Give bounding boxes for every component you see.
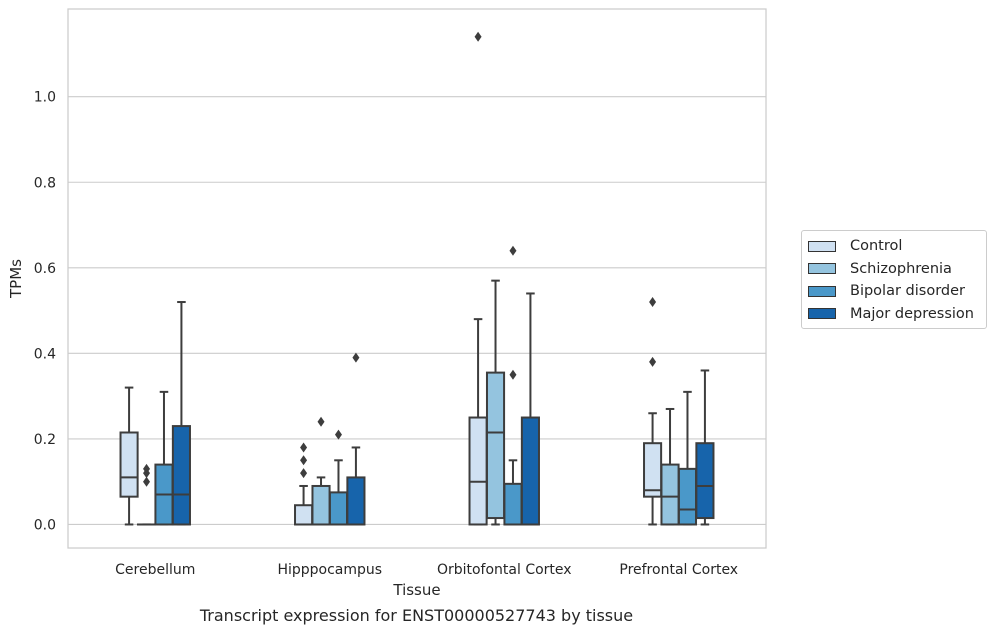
box-major-depression	[695, 369, 715, 526]
outlier-point	[649, 356, 657, 367]
box-iqr	[695, 442, 715, 520]
boxes	[119, 31, 715, 526]
box-iqr	[171, 425, 191, 526]
box-iqr	[119, 431, 139, 498]
x-tick-label: Orbitofontal Cortex	[437, 562, 572, 578]
y-tick-label: 0.6	[34, 261, 56, 277]
box-control	[468, 31, 488, 526]
y-tick-label: 1.0	[34, 90, 56, 106]
box-schizophrenia	[311, 416, 331, 526]
outlier-point	[509, 369, 517, 380]
box-bipolar-disorder	[154, 390, 174, 526]
chart-caption: Transcript expression for ENST0000052774…	[199, 606, 634, 625]
legend-label: Major depression	[850, 305, 974, 322]
box-iqr	[328, 491, 349, 526]
outlier-point	[352, 352, 360, 363]
outlier-point	[474, 31, 482, 42]
box-control	[294, 442, 314, 526]
outlier-point	[300, 455, 308, 466]
outlier-point	[334, 429, 342, 440]
box-schizophrenia	[660, 407, 680, 526]
legend-item: Control	[802, 235, 986, 258]
x-tick-label: Cerebellum	[115, 562, 195, 578]
legend-swatch	[808, 285, 836, 297]
outlier-point	[649, 297, 657, 308]
box-bipolar-disorder	[328, 429, 349, 526]
y-tick-label: 0.4	[34, 346, 56, 362]
y-axis-label: TPMs	[7, 259, 25, 299]
box-iqr	[294, 504, 314, 526]
y-tick-label: 0.0	[34, 517, 56, 533]
y-tick-label: 0.2	[34, 432, 56, 448]
legend-label: Control	[850, 238, 903, 255]
box-iqr	[660, 463, 680, 526]
box-iqr	[677, 467, 698, 526]
x-tick-label: Prefrontal Cortex	[619, 562, 738, 578]
legend-label: Bipolar disorder	[850, 283, 965, 300]
outlier-point	[300, 442, 308, 453]
box-iqr	[346, 476, 366, 526]
box-schizophrenia	[485, 279, 506, 526]
box-bipolar-disorder	[677, 390, 698, 526]
legend-item: Schizophrenia	[802, 258, 986, 281]
x-axis-label: Tissue	[392, 581, 440, 599]
outlier-point	[300, 468, 308, 479]
legend-swatch	[808, 240, 836, 252]
y-tick-labels: 0.0 0.2 0.4 0.6 0.8 1.0	[34, 90, 56, 534]
y-tick-label: 0.8	[34, 175, 56, 191]
box-iqr	[520, 416, 540, 526]
box-iqr	[643, 442, 663, 498]
x-tick-labels: Cerebellum Hipppocampus Orbitofontal Corte…	[115, 562, 738, 578]
outlier-point	[143, 463, 151, 474]
outlier-point	[317, 416, 325, 427]
box-iqr	[311, 484, 331, 526]
box-control	[119, 386, 139, 526]
box-iqr	[503, 482, 523, 526]
plot-frame	[67, 8, 767, 549]
legend-item: Major depression	[802, 303, 986, 326]
outlier-point	[509, 245, 517, 256]
box-major-depression	[520, 292, 540, 526]
legend: Control Schizophrenia Bipolar disorder Majo…	[801, 230, 987, 329]
box-iqr	[468, 416, 488, 526]
legend-swatch	[808, 308, 836, 320]
legend-swatch	[808, 263, 836, 275]
box-iqr	[485, 371, 506, 520]
x-tick-label: Hipppocampus	[277, 562, 382, 578]
box-control	[643, 297, 663, 526]
outlier-point	[143, 476, 151, 487]
legend-label: Schizophrenia	[850, 260, 952, 277]
box-major-depression	[171, 301, 191, 526]
box-bipolar-disorder	[503, 245, 523, 526]
box-schizophrenia	[136, 463, 157, 526]
box-major-depression	[346, 352, 366, 526]
legend-item: Bipolar disorder	[802, 280, 986, 303]
